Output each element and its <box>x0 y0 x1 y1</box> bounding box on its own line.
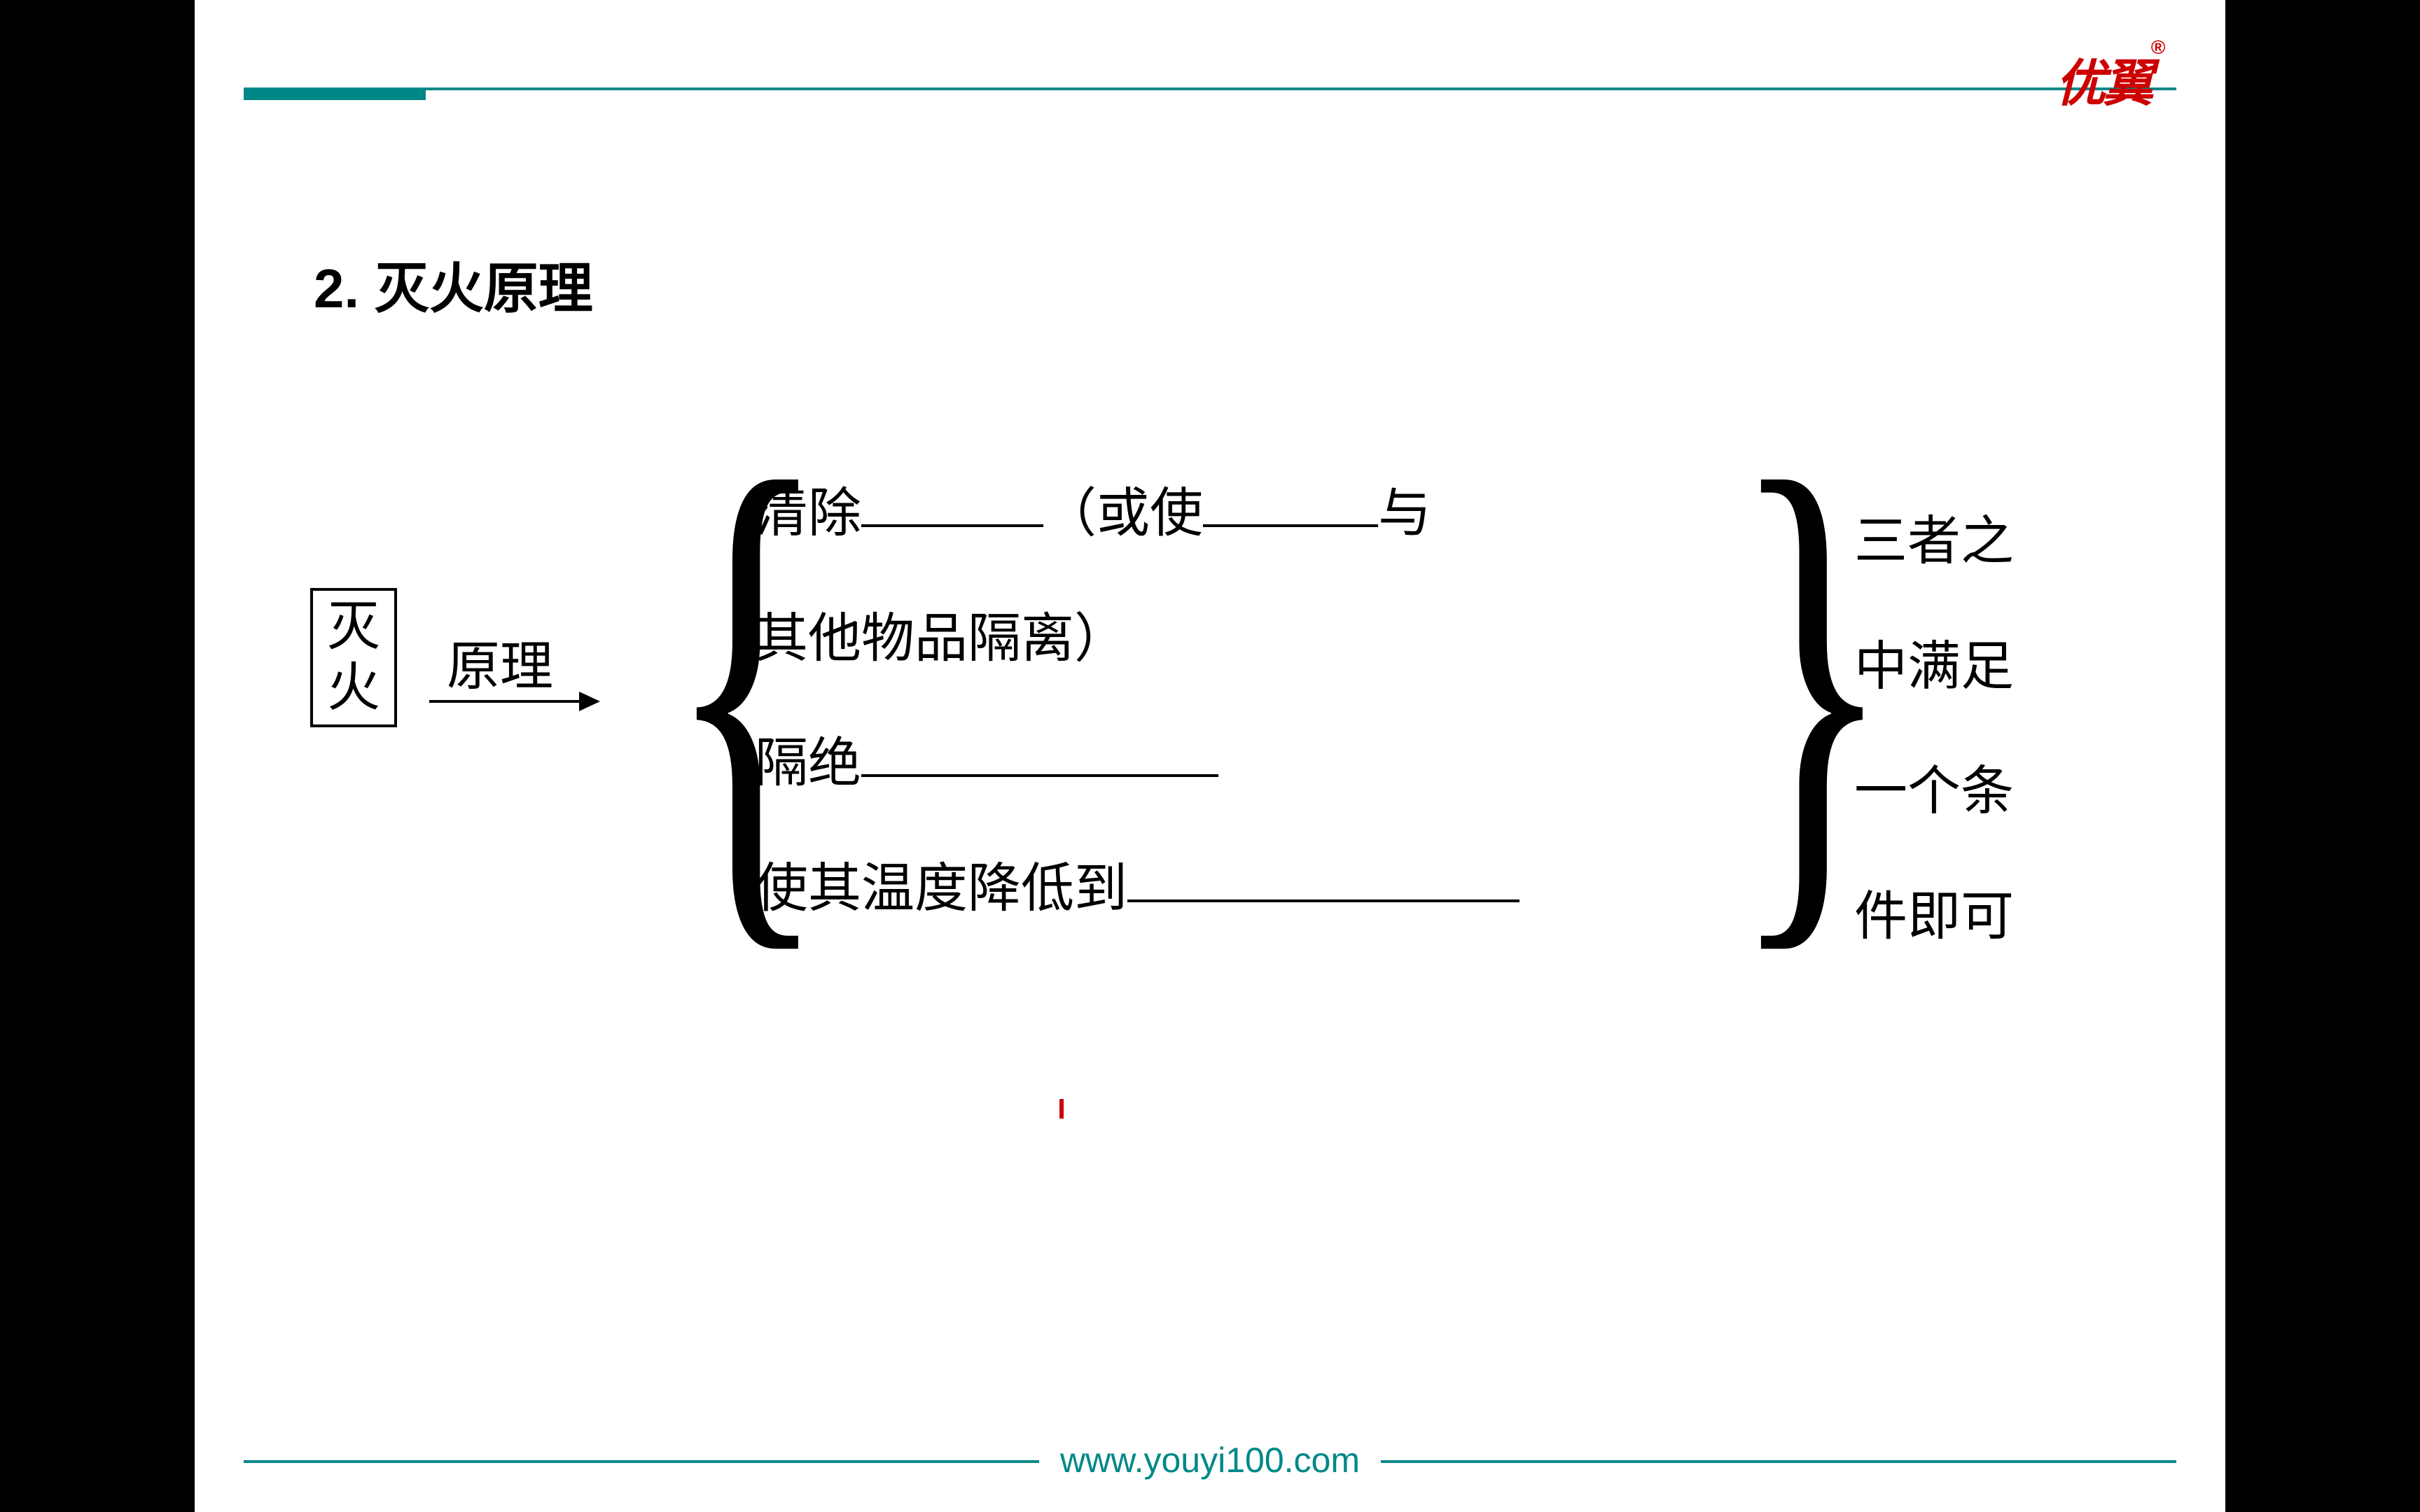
arrow-label: 原理 <box>447 623 553 700</box>
slide-container: 优翼® 2. 灭火原理 灭 火 原理 { 清除（或使与 其他物品隔离） 隔绝 使… <box>195 0 2225 1512</box>
condition-line2: 中满足 <box>1854 605 2064 730</box>
top-border-line <box>426 88 2176 90</box>
line1-text2: （或使 <box>1043 484 1203 543</box>
blank-field-4 <box>1127 899 1520 902</box>
bottom-border: www.youyi100.com <box>244 1460 2176 1463</box>
footer-url: www.youyi100.com <box>1039 1440 1381 1480</box>
cursor-mark-icon <box>1059 1099 1064 1119</box>
line1-text3: 与 <box>1378 484 1431 543</box>
brand-logo: 优翼® <box>2055 42 2162 115</box>
principle-line3: 隔绝 <box>755 701 1735 827</box>
line3-text1: 隔绝 <box>755 734 861 793</box>
blank-field-1 <box>861 524 1043 527</box>
blank-field-2 <box>1203 524 1378 527</box>
line4-text1: 使其温度降低到 <box>755 859 1127 918</box>
blank-field-3 <box>861 774 1218 777</box>
condition-line1: 三者之 <box>1854 479 2064 605</box>
logo-registered-icon: ® <box>2150 36 2162 58</box>
arrow-icon <box>429 700 597 703</box>
diagram-area: 灭 火 原理 { 清除（或使与 其他物品隔离） 隔绝 使其温度降低到 } 三者之… <box>251 413 2169 1043</box>
top-border <box>244 88 2176 100</box>
condition-line3: 一个条 <box>1854 729 2064 855</box>
condition-line4: 件即可 <box>1854 855 2064 980</box>
line1-text1: 清除 <box>755 484 861 543</box>
slide-title: 2. 灭火原理 <box>314 245 593 323</box>
principle-line4: 使其温度降低到 <box>755 827 1735 952</box>
principle-line1: 清除 （或使 与 <box>755 451 1735 577</box>
concept-box: 灭 火 <box>310 588 397 727</box>
principle-list: 清除 （或使 与 其他物品隔离） 隔绝 使其温度降低到 <box>755 451 1735 951</box>
concept-box-line1: 灭 <box>327 596 380 657</box>
top-border-accent <box>244 88 426 100</box>
principle-line2: 其他物品隔离） <box>755 577 1735 702</box>
condition-text: 三者之 中满足 一个条 件即可 <box>1854 479 2064 979</box>
logo-text: 优翼 <box>2055 56 2150 112</box>
concept-box-line2: 火 <box>327 657 380 718</box>
